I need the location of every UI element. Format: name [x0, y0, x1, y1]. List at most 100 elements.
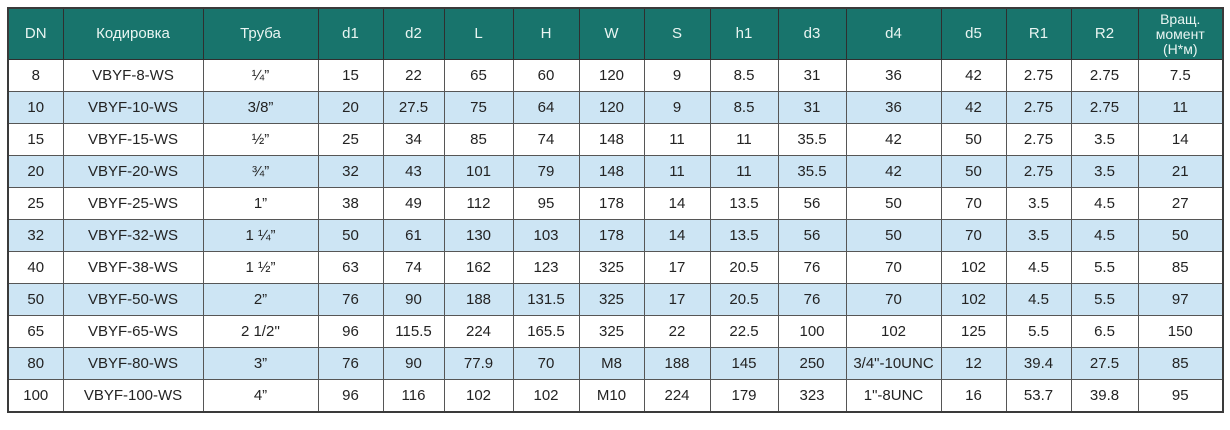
table-cell: VBYF-50-WS [62, 283, 204, 316]
table-cell: 76 [777, 251, 847, 284]
table-cell: 13.5 [709, 219, 779, 252]
table-cell: 4” [202, 379, 319, 413]
table-cell: 39.8 [1070, 379, 1139, 413]
table-cell: 100 [7, 379, 64, 413]
table-cell: 31 [777, 59, 847, 92]
table-cell: 10 [7, 91, 64, 124]
table-cell: 97 [1137, 283, 1224, 316]
table-cell: 11 [1137, 91, 1224, 124]
table-cell: VBYF-65-WS [62, 315, 204, 348]
table-cell: 224 [643, 379, 711, 413]
table-row: 25 VBYF-25-WS 1” 38 49 112 95 178 14 13.5 56 50 70 3.… [7, 187, 1224, 220]
table-row: 50 VBYF-50-WS 2” 76 90 188 131.5 325 17 20.5 76 70 1… [7, 283, 1224, 316]
table-cell: 63 [317, 251, 384, 284]
table-row: 32 VBYF-32-WS 1 ¼” 50 61 130 103 178 14 13.5 56 50 7… [7, 219, 1224, 252]
table-cell: 11 [643, 123, 711, 156]
table-cell: 2.75 [1070, 59, 1139, 92]
table-cell: 1"-8UNC [845, 379, 942, 413]
table-cell: 20 [7, 155, 64, 188]
table-cell: 3” [202, 347, 319, 380]
table-cell: 34 [382, 123, 445, 156]
column-header: h1 [709, 7, 779, 60]
table-cell: 85 [1137, 347, 1224, 380]
table-cell: 165.5 [512, 315, 580, 348]
table-cell: 5.5 [1070, 283, 1139, 316]
column-header: d3 [777, 7, 847, 60]
table-cell: 102 [940, 283, 1007, 316]
table-cell: ½” [202, 123, 319, 156]
column-header: Труба [202, 7, 319, 60]
table-cell: 95 [1137, 379, 1224, 413]
table-cell: 188 [643, 347, 711, 380]
table-cell: VBYF-15-WS [62, 123, 204, 156]
table-cell: 115.5 [382, 315, 445, 348]
table-cell: 20 [317, 91, 384, 124]
table-cell: 90 [382, 347, 445, 380]
table-cell: 70 [512, 347, 580, 380]
table-cell: 4.5 [1070, 187, 1139, 220]
table-cell: 2.75 [1005, 123, 1072, 156]
table-cell: 70 [940, 219, 1007, 252]
table-cell: 102 [845, 315, 942, 348]
table-cell: 2.75 [1005, 91, 1072, 124]
table-row: 100 VBYF-100-WS 4” 96 116 102 102 M10 224 179 323 1… [7, 379, 1224, 413]
table-cell: 123 [512, 251, 580, 284]
table-cell: 1 ¼” [202, 219, 319, 252]
table-cell: VBYF-32-WS [62, 219, 204, 252]
table-cell: 15 [317, 59, 384, 92]
table-cell: 96 [317, 315, 384, 348]
table-cell: 3.5 [1070, 123, 1139, 156]
table-cell: 5.5 [1070, 251, 1139, 284]
table-cell: 74 [382, 251, 445, 284]
column-header: d2 [382, 7, 445, 60]
table-cell: 148 [578, 123, 645, 156]
table-cell: 77.9 [443, 347, 514, 380]
table-cell: 179 [709, 379, 779, 413]
column-header: R2 [1070, 7, 1139, 60]
table-cell: M10 [578, 379, 645, 413]
table-cell: 100 [777, 315, 847, 348]
column-header: S [643, 7, 711, 60]
table-cell: 96 [317, 379, 384, 413]
table-cell: 224 [443, 315, 514, 348]
table-cell: 13.5 [709, 187, 779, 220]
table-cell: 76 [777, 283, 847, 316]
table-cell: 32 [7, 219, 64, 252]
table-cell: 2.75 [1070, 91, 1139, 124]
table-cell: 35.5 [777, 123, 847, 156]
table-cell: 20.5 [709, 283, 779, 316]
table-cell: 79 [512, 155, 580, 188]
table-cell: 50 [845, 187, 942, 220]
table-cell: 22.5 [709, 315, 779, 348]
table-cell: 145 [709, 347, 779, 380]
table-cell: 323 [777, 379, 847, 413]
column-header: d1 [317, 7, 384, 60]
table-cell: 14 [643, 219, 711, 252]
table-cell: 70 [940, 187, 1007, 220]
table-cell: 36 [845, 91, 942, 124]
table-cell: 21 [1137, 155, 1224, 188]
table-cell: M8 [578, 347, 645, 380]
table-cell: 60 [512, 59, 580, 92]
table-cell: VBYF-80-WS [62, 347, 204, 380]
table-cell: 11 [643, 155, 711, 188]
table-cell: 35.5 [777, 155, 847, 188]
table-cell: 15 [7, 123, 64, 156]
table-cell: 74 [512, 123, 580, 156]
table-cell: 125 [940, 315, 1007, 348]
table-row: 15 VBYF-15-WS ½” 25 34 85 74 148 11 11 35.5 42 50 2.7… [7, 123, 1224, 156]
table-cell: 9 [643, 91, 711, 124]
table-cell: 42 [845, 123, 942, 156]
table-cell: 42 [845, 155, 942, 188]
table-cell: 9 [643, 59, 711, 92]
table-cell: 178 [578, 219, 645, 252]
table-row: 80 VBYF-80-WS 3” 76 90 77.9 70 M8 188 145 250 3/4"-… [7, 347, 1224, 380]
table-cell: 20.5 [709, 251, 779, 284]
table-cell: 56 [777, 219, 847, 252]
table-cell: 53.7 [1005, 379, 1072, 413]
table-cell: 27 [1137, 187, 1224, 220]
table-cell: 25 [317, 123, 384, 156]
table-cell: 130 [443, 219, 514, 252]
table-cell: VBYF-10-WS [62, 91, 204, 124]
